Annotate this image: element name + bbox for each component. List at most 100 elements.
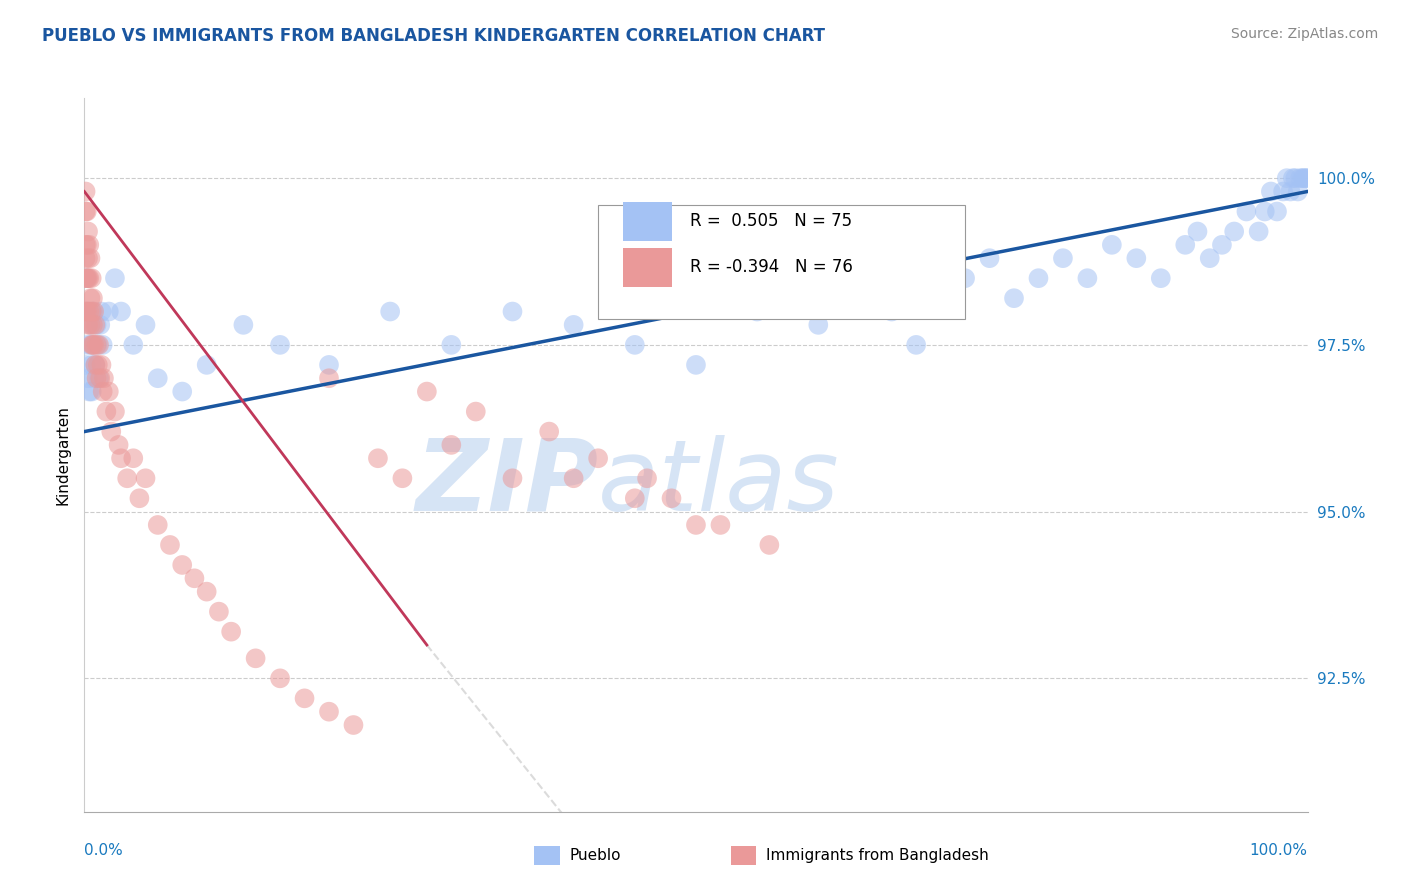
Point xyxy=(91,338,114,352)
Point xyxy=(79,291,101,305)
Point xyxy=(135,318,157,332)
Point xyxy=(195,358,218,372)
Point xyxy=(685,518,707,533)
Text: Immigrants from Bangladesh: Immigrants from Bangladesh xyxy=(766,848,988,863)
Point xyxy=(77,371,100,385)
Point xyxy=(76,204,98,219)
Point xyxy=(294,691,316,706)
Point xyxy=(83,304,105,318)
Point xyxy=(1279,185,1302,199)
Point xyxy=(87,358,110,372)
Point xyxy=(75,185,97,199)
Point xyxy=(1295,171,1317,186)
Point xyxy=(146,518,169,533)
Point xyxy=(87,338,110,352)
Point xyxy=(1275,171,1298,186)
Point xyxy=(636,471,658,485)
Point xyxy=(318,358,340,372)
Point xyxy=(183,571,205,585)
Point xyxy=(172,384,194,399)
Point xyxy=(758,538,780,552)
Point xyxy=(538,425,561,439)
Text: R = -0.394   N = 76: R = -0.394 N = 76 xyxy=(690,259,852,277)
Point xyxy=(232,318,254,332)
Point xyxy=(219,624,242,639)
Point xyxy=(77,251,100,265)
Point xyxy=(416,384,439,399)
Point xyxy=(80,338,103,352)
Point xyxy=(464,404,486,418)
Point xyxy=(318,371,340,385)
Point xyxy=(1174,237,1197,252)
Point xyxy=(76,304,98,318)
Point xyxy=(84,358,107,372)
Point xyxy=(1260,185,1282,199)
Point xyxy=(1254,204,1277,219)
Point xyxy=(128,491,150,506)
Point xyxy=(77,271,100,285)
Point xyxy=(79,251,101,265)
Point xyxy=(1028,271,1050,285)
Point xyxy=(562,471,585,485)
Point xyxy=(86,371,108,385)
Text: R =  0.505   N = 75: R = 0.505 N = 75 xyxy=(690,212,852,230)
Point xyxy=(104,404,127,418)
Point xyxy=(146,371,169,385)
Point xyxy=(90,304,112,318)
Point xyxy=(172,558,194,572)
Point xyxy=(905,338,928,352)
Point xyxy=(77,384,100,399)
Point xyxy=(367,451,389,466)
Point xyxy=(562,318,585,332)
Point xyxy=(685,358,707,372)
Text: Source: ZipAtlas.com: Source: ZipAtlas.com xyxy=(1230,27,1378,41)
Point xyxy=(807,318,830,332)
Point xyxy=(76,271,98,285)
Point xyxy=(80,358,103,372)
Point xyxy=(1198,251,1220,265)
Point xyxy=(1187,225,1209,239)
Point xyxy=(89,318,111,332)
Point xyxy=(110,451,132,466)
Point xyxy=(75,304,97,318)
FancyBboxPatch shape xyxy=(598,205,965,319)
Point xyxy=(979,251,1001,265)
Point xyxy=(1234,204,1257,219)
Point xyxy=(1272,185,1295,199)
Point xyxy=(135,471,157,485)
Point xyxy=(107,438,129,452)
Point xyxy=(83,371,105,385)
Point xyxy=(1296,171,1319,186)
Point xyxy=(80,271,103,285)
Point xyxy=(86,338,108,352)
Point xyxy=(624,338,647,352)
Point xyxy=(624,491,647,506)
Point xyxy=(77,225,100,239)
Point xyxy=(1223,225,1246,239)
Point xyxy=(245,651,267,665)
Point xyxy=(83,338,105,352)
Point xyxy=(80,384,103,399)
Point xyxy=(104,271,127,285)
Point xyxy=(90,358,112,372)
Point xyxy=(856,291,879,305)
Point xyxy=(440,338,463,352)
Point xyxy=(82,338,104,352)
Point xyxy=(84,318,107,332)
Point xyxy=(75,251,97,265)
Point xyxy=(747,304,769,318)
Point xyxy=(77,318,100,332)
Point xyxy=(391,471,413,485)
Text: Pueblo: Pueblo xyxy=(569,848,621,863)
Text: atlas: atlas xyxy=(598,435,839,532)
Point xyxy=(75,358,97,372)
Point xyxy=(77,304,100,318)
Point xyxy=(79,318,101,332)
Point xyxy=(77,237,100,252)
Point xyxy=(929,291,952,305)
Point xyxy=(97,304,120,318)
Text: PUEBLO VS IMMIGRANTS FROM BANGLADESH KINDERGARTEN CORRELATION CHART: PUEBLO VS IMMIGRANTS FROM BANGLADESH KIN… xyxy=(42,27,825,45)
Point xyxy=(100,425,122,439)
Y-axis label: Kindergarten: Kindergarten xyxy=(55,405,70,505)
Point xyxy=(84,358,107,372)
